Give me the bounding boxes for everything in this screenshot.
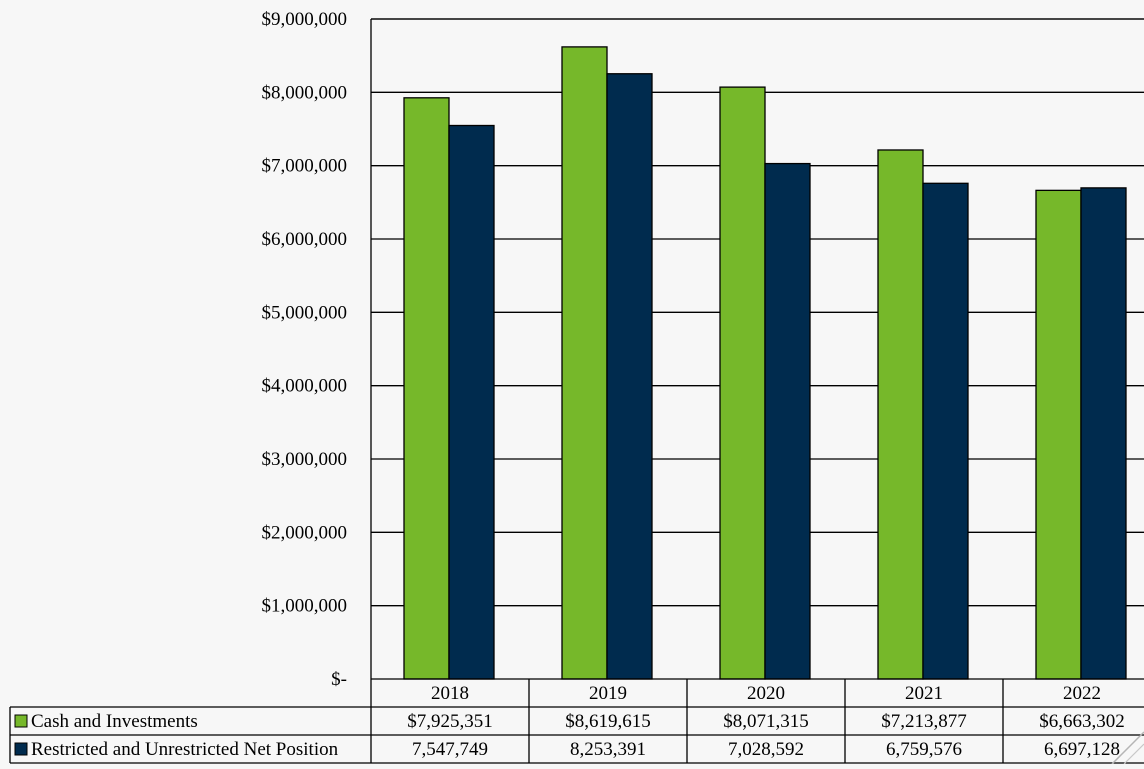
bar-cash-2018 [403,97,450,680]
data-label: 7,028,592 [728,739,804,760]
bar-cash-2022 [1035,189,1082,680]
y-tick-label: $9,000,000 [262,9,348,30]
axes [370,18,1144,679]
bars [403,46,1127,680]
y-tick-label: $7,000,000 [262,156,348,177]
x-tick-label: 2022 [1063,683,1101,704]
decoration [1111,731,1144,765]
bar-net-position-2019 [606,73,653,680]
data-label: $8,619,615 [565,711,651,732]
legend-label: Restricted and Unrestricted Net Position [31,739,339,760]
y-axis-ticks: $- $1,000,000 $2,000,000 $3,000,000 $4,000,0… [262,9,348,690]
bar-net-position-2022 [1080,187,1127,680]
legend-key-cash [14,714,28,728]
y-tick-label: $8,000,000 [262,82,348,103]
legend-key-net-position [14,742,28,756]
corner-decoration [1123,743,1144,765]
y-tick-label: $2,000,000 [262,522,348,543]
bar-net-position-2020 [764,162,811,680]
bar-cash-2021 [877,149,924,680]
data-label: 7,547,749 [412,739,488,760]
x-tick-label: 2019 [589,683,627,704]
bar-cash-2020 [719,86,766,680]
bar-net-position-2021 [922,182,969,680]
data-label: 6,697,128 [1044,739,1120,760]
data-label: $7,925,351 [407,711,493,732]
data-label: $7,213,877 [881,711,967,732]
y-tick-label: $- [331,669,347,690]
bar-cash-2019 [561,46,608,680]
data-table: 2018 2019 2020 2021 2022 Cash and Investments… [9,678,1144,764]
data-label: 8,253,391 [570,739,646,760]
x-tick-label: 2021 [905,683,943,704]
legend-label: Cash and Investments [31,711,198,732]
y-tick-label: $5,000,000 [262,302,348,323]
data-label: 6,759,576 [886,739,962,760]
corner-decoration [1111,731,1144,765]
y-tick-label: $4,000,000 [262,376,348,397]
x-tick-label: 2018 [431,683,469,704]
data-label: $8,071,315 [723,711,809,732]
x-tick-label: 2020 [747,683,785,704]
data-label: $6,663,302 [1039,711,1125,732]
y-tick-label: $6,000,000 [262,229,348,250]
y-tick-label: $3,000,000 [262,449,348,470]
bar-net-position-2018 [448,124,495,680]
y-tick-label: $1,000,000 [262,596,348,617]
